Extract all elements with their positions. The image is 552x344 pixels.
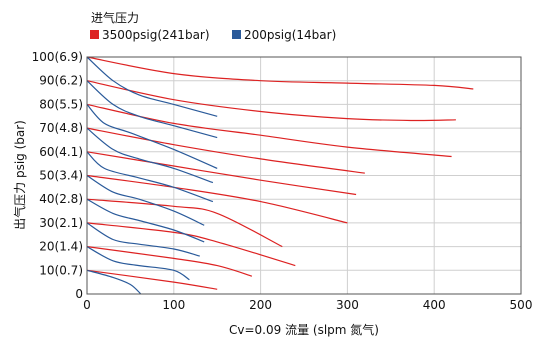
red-curve bbox=[86, 56, 474, 90]
red-curve bbox=[86, 127, 365, 174]
y-axis-label: 出气压力 psig (bar) bbox=[12, 120, 27, 230]
red-curve bbox=[86, 151, 357, 196]
tick-label-layer: 0 10(0.7) 20(1.4) 30(2.1) 40(2.8) 50(3.4) 60(4… bbox=[32, 50, 533, 312]
blue-curve bbox=[86, 174, 205, 226]
blue-curve bbox=[86, 127, 214, 184]
blue-curve bbox=[86, 56, 218, 117]
y-tick-label: 40(2.8) bbox=[39, 192, 83, 206]
blue-curve bbox=[86, 80, 218, 139]
y-tick-label: 0 bbox=[75, 287, 83, 301]
x-tick-label: 200 bbox=[249, 298, 272, 312]
red-curve bbox=[86, 246, 253, 277]
y-tick-label: 10(0.7) bbox=[39, 263, 83, 277]
legend-label-3500psig: 3500psig(241bar) bbox=[102, 28, 210, 42]
y-tick-label: 20(1.4) bbox=[39, 240, 83, 254]
grid-layer bbox=[86, 56, 522, 295]
x-tick-label: 0 bbox=[83, 298, 91, 312]
blue-curve bbox=[86, 151, 214, 203]
plot-frame bbox=[86, 56, 522, 295]
y-tick-label: 30(2.1) bbox=[39, 216, 83, 230]
y-tick-label: 80(5.5) bbox=[39, 97, 83, 111]
y-tick-label: 70(4.8) bbox=[39, 121, 83, 135]
y-tick-label: 100(6.9) bbox=[32, 50, 83, 64]
blue-curve bbox=[86, 222, 200, 257]
x-tick-label: 300 bbox=[336, 298, 359, 312]
legend-swatch-3500psig bbox=[90, 30, 99, 39]
curve-layer bbox=[86, 56, 474, 295]
red-curve bbox=[86, 198, 283, 248]
y-tick-label: 60(4.1) bbox=[39, 145, 83, 159]
blue-curve bbox=[86, 269, 142, 295]
legend-label-200psig: 200psig(14bar) bbox=[244, 28, 336, 42]
legend-swatch-200psig bbox=[232, 30, 241, 39]
legend-title: 进气压力 bbox=[91, 10, 139, 25]
blue-curve bbox=[86, 246, 190, 281]
x-tick-label: 500 bbox=[510, 298, 533, 312]
x-axis-label: Cv=0.09 流量 (slpm 氮气) bbox=[229, 322, 379, 337]
red-curve bbox=[86, 174, 348, 224]
y-tick-label: 50(3.4) bbox=[39, 169, 83, 183]
red-curve bbox=[86, 269, 218, 290]
red-curve bbox=[86, 80, 456, 122]
x-tick-label: 400 bbox=[423, 298, 446, 312]
blue-curve bbox=[86, 198, 205, 243]
blue-curve bbox=[86, 103, 218, 169]
x-tick-label: 100 bbox=[162, 298, 185, 312]
red-curve bbox=[86, 222, 296, 267]
y-tick-label: 90(6.2) bbox=[39, 74, 83, 88]
red-curve bbox=[86, 103, 452, 158]
